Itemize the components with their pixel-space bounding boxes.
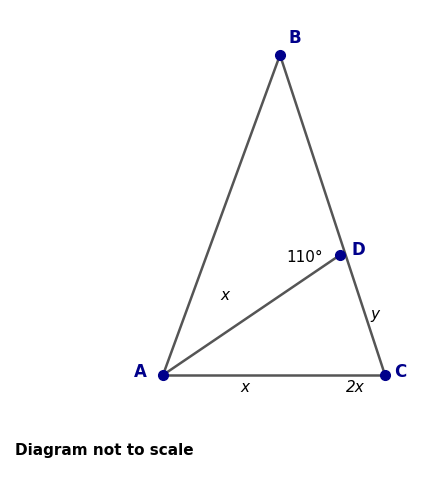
Text: C: C	[394, 363, 406, 381]
Text: 110°: 110°	[287, 250, 323, 266]
Text: A: A	[133, 363, 147, 381]
Text: x: x	[221, 287, 229, 303]
Text: x: x	[240, 380, 250, 396]
Text: Diagram not to scale: Diagram not to scale	[15, 442, 194, 458]
Text: D: D	[351, 241, 365, 259]
Text: 2x: 2x	[346, 380, 364, 396]
Text: B: B	[289, 29, 301, 47]
Text: y: y	[370, 308, 379, 322]
